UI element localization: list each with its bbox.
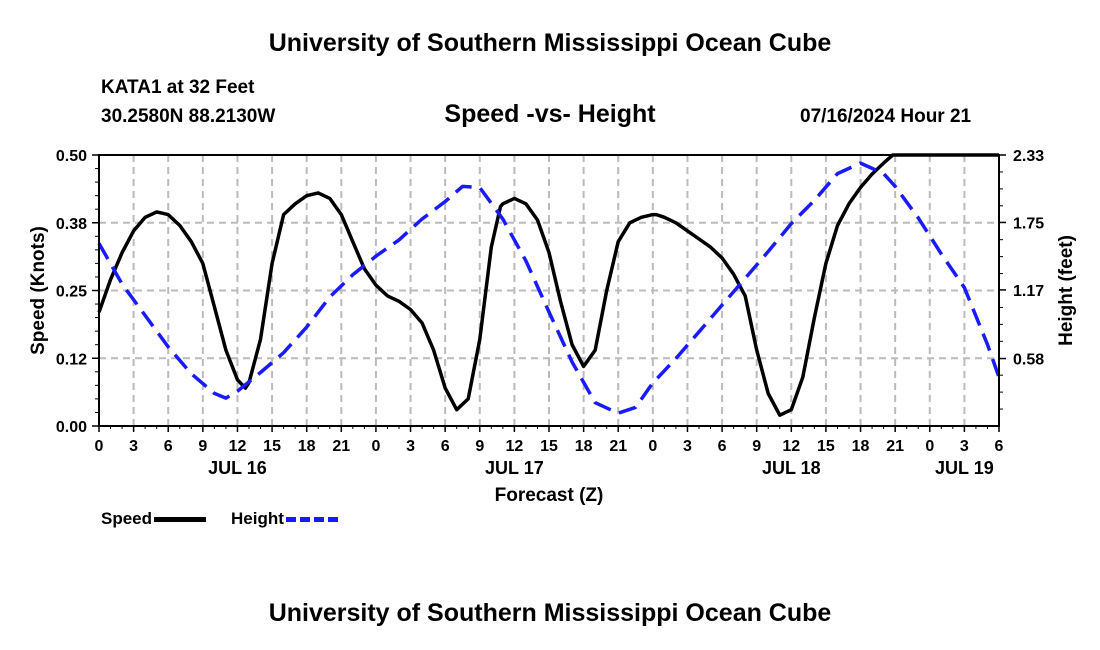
legend-speed-swatch [154,516,207,522]
x-tick-label: 15 [263,438,281,455]
x-tick-label: 15 [817,438,835,455]
x-tick-label: 9 [752,438,761,455]
forecast-datetime: 07/16/2024 Hour 21 [800,106,972,127]
chart-ticks [92,154,1006,432]
x-tick-label: 0 [95,438,104,455]
legend-speed-label: Speed [101,509,153,528]
x-tick-label: 3 [129,438,138,455]
chart-title: Speed -vs- Height [444,100,656,128]
x-axis-title: Forecast (Z) [495,485,604,506]
chart-grid [99,154,999,426]
y2-tick-label: 0.58 [1013,352,1044,369]
x-tick-label: 3 [406,438,415,455]
y-tick-label: 0.00 [56,419,87,436]
y2-tick-label: 1.17 [1013,283,1044,300]
x-tick-label: 21 [332,438,350,455]
x-tick-label: 18 [575,438,593,455]
x-tick-label: 18 [852,438,870,455]
x-tick-label: 0 [925,438,934,455]
station-label: KATA1 at 32 Feet [101,77,255,98]
height-series-line [97,161,1001,415]
x-tick-label: 15 [540,438,558,455]
date-label: JUL 16 [208,458,267,478]
legend-speed: Speed [101,509,207,529]
x-tick-label: 9 [198,438,207,455]
x-tick-label: 12 [229,438,247,455]
x-tick-label: 12 [505,438,523,455]
chart-series-layer [97,153,1001,417]
x-tick-label: 6 [441,438,450,455]
x-tick-label: 6 [164,438,173,455]
y-axis-title: Speed (Knots) [28,226,49,355]
date-label: JUL 19 [935,458,994,478]
y2-tick-label: 2.33 [1013,148,1044,165]
legend-height-swatch [285,516,338,522]
legend-height: Height [231,509,338,529]
y-tick-label: 0.25 [56,284,87,301]
x-tick-label: 6 [995,438,1004,455]
x-tick-label: 6 [718,438,727,455]
coordinates-label: 30.2580N 88.2130W [101,106,276,127]
x-tick-label: 3 [960,438,969,455]
x-tick-label: 0 [648,438,657,455]
x-tick-label: 3 [683,438,692,455]
y-tick-label: 0.50 [56,148,87,165]
date-label: JUL 17 [485,458,544,478]
footer-title: University of Southern Mississippi Ocean… [268,599,832,627]
y2-axis-title: Height (feet) [1056,235,1077,346]
legend-height-label: Height [231,509,284,528]
x-tick-label: 18 [298,438,316,455]
date-label: JUL 18 [762,458,821,478]
y-tick-label: 0.38 [56,216,87,233]
y2-tick-label: 1.75 [1013,215,1044,232]
x-tick-label: 12 [782,438,800,455]
y-tick-label: 0.12 [56,351,87,368]
x-tick-label: 21 [886,438,904,455]
x-tick-label: 9 [475,438,484,455]
chart-labels: 0 3 6 9 12 15 18 21 0 3 6 9 12 15 18 21 0 3 6 9 12 15 18 21 0 3 6 0… [28,148,1077,506]
x-tick-label: 21 [609,438,627,455]
x-tick-label: 0 [371,438,380,455]
page-title: University of Southern Mississippi Ocean… [268,29,832,57]
